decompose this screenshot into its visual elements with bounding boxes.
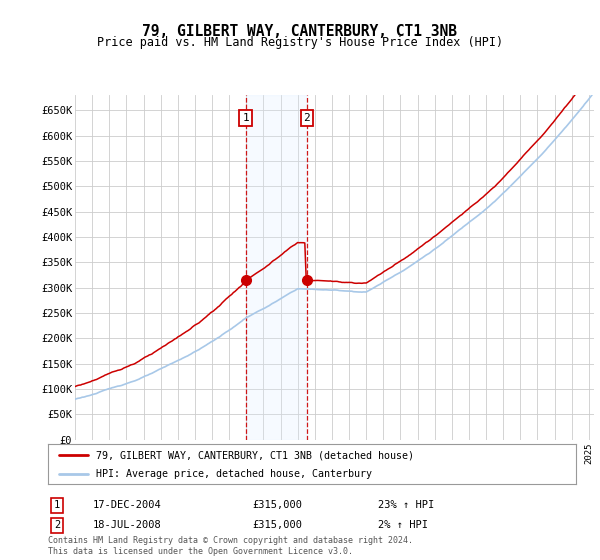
- Text: £315,000: £315,000: [252, 520, 302, 530]
- Text: 18-JUL-2008: 18-JUL-2008: [93, 520, 162, 530]
- Text: 2: 2: [54, 520, 60, 530]
- Text: 17-DEC-2004: 17-DEC-2004: [93, 500, 162, 510]
- Text: 2: 2: [304, 113, 310, 123]
- Text: 1: 1: [54, 500, 60, 510]
- Text: 2% ↑ HPI: 2% ↑ HPI: [378, 520, 428, 530]
- Text: HPI: Average price, detached house, Canterbury: HPI: Average price, detached house, Cant…: [95, 469, 371, 479]
- Text: Contains HM Land Registry data © Crown copyright and database right 2024.
This d: Contains HM Land Registry data © Crown c…: [48, 536, 413, 556]
- Text: £315,000: £315,000: [252, 500, 302, 510]
- Text: Price paid vs. HM Land Registry's House Price Index (HPI): Price paid vs. HM Land Registry's House …: [97, 36, 503, 49]
- Bar: [245, 95, 307, 440]
- Text: 23% ↑ HPI: 23% ↑ HPI: [378, 500, 434, 510]
- Text: 1: 1: [242, 113, 249, 123]
- Text: 79, GILBERT WAY, CANTERBURY, CT1 3NB: 79, GILBERT WAY, CANTERBURY, CT1 3NB: [143, 24, 458, 39]
- Text: 79, GILBERT WAY, CANTERBURY, CT1 3NB (detached house): 79, GILBERT WAY, CANTERBURY, CT1 3NB (de…: [95, 450, 413, 460]
